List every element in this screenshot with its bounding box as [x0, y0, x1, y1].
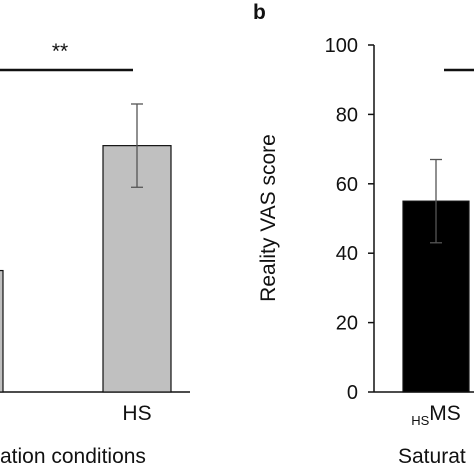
panel-b-y-tick-label-1: 20	[336, 313, 358, 335]
panel-b-y-tick-label-4: 80	[336, 104, 358, 126]
panel-b-y-axis-title: Reality VAS score	[257, 134, 280, 302]
panel-b-category-label-0: HSMS	[411, 402, 461, 428]
panel-b-y-tick-label-2: 40	[336, 243, 358, 265]
panel-a-significance-label: **	[52, 40, 68, 63]
panel-b-letter: b	[253, 1, 266, 24]
panel-b-y-tick-label-3: 60	[336, 174, 358, 196]
panel-b-chart: b 0 20 40 60 80 100 Reality VAS score Saturat…	[253, 1, 474, 468]
panel-a-x-axis-title: ration conditions	[0, 445, 146, 468]
panel-a-chart: ** ration conditions HS	[0, 40, 190, 468]
panel-b-y-tick-label-0: 0	[347, 382, 358, 404]
panel-a-category-label-1: HS	[122, 402, 151, 425]
panel-a-bar-0	[0, 269, 4, 393]
panel-b-x-axis-title: Saturat	[398, 445, 466, 468]
panel-b-y-tick-label-5: 100	[325, 35, 358, 57]
panel-b-y-ticks: 0 20 40 60 80 100	[325, 35, 374, 404]
